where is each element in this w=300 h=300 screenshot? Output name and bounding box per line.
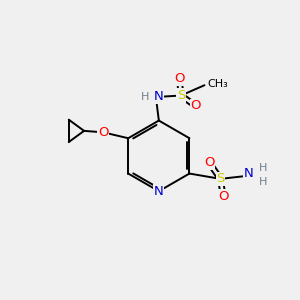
Text: N: N [154,91,164,103]
Text: O: O [190,99,201,112]
Text: O: O [204,156,214,169]
Text: N: N [243,167,253,180]
Text: N: N [154,185,164,198]
Text: S: S [216,172,224,185]
Text: S: S [177,89,185,102]
Text: O: O [218,190,229,203]
Text: CH₃: CH₃ [207,79,228,89]
Text: O: O [174,72,185,85]
Text: O: O [98,126,109,139]
Text: H: H [259,163,267,173]
Text: H: H [141,92,149,102]
Text: H: H [259,177,267,188]
